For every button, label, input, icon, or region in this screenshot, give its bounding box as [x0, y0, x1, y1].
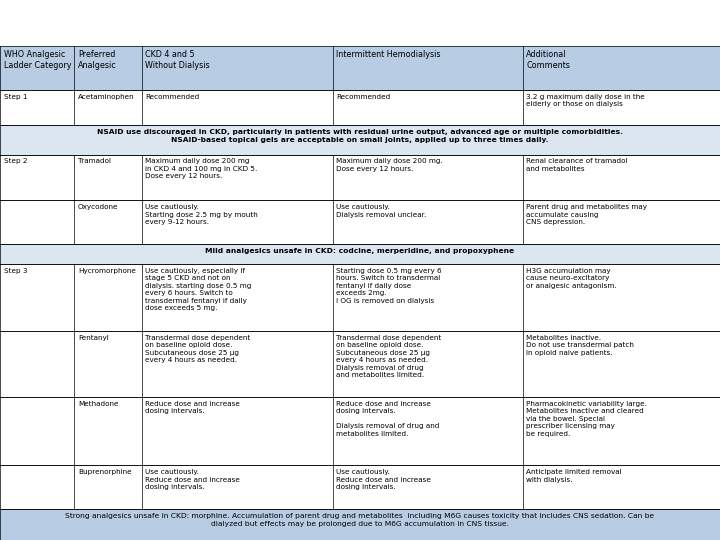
Text: Maximum daily dose 200 mg.
Dose every 12 hours.: Maximum daily dose 200 mg. Dose every 12…: [336, 158, 443, 172]
Text: Acetaminophen: Acetaminophen: [78, 93, 135, 100]
Text: Step 2: Step 2: [4, 158, 27, 164]
Text: Mild analgesics unsafe in CKD: codcine, merperidine, and propoxyphene: Mild analgesics unsafe in CKD: codcine, …: [205, 248, 515, 254]
Text: Tramadol: Tramadol: [78, 158, 111, 164]
Text: Pharmacokinetic variability large.
Metabolites inactive and cleared
via the bowe: Pharmacokinetic variability large. Metab…: [526, 401, 647, 437]
Text: Use cautiously.
Starting dose 2.5 mg by mouth
every 9-12 hours.: Use cautiously. Starting dose 2.5 mg by …: [145, 204, 258, 225]
Text: Preferred
Analgesic: Preferred Analgesic: [78, 50, 117, 70]
Bar: [0, 331, 720, 397]
Bar: [0, 264, 720, 331]
Bar: [0, 90, 720, 125]
Text: Oxycodone: Oxycodone: [78, 204, 118, 210]
Text: Use cautiously.
Reduce dose and increase
dosing intervals.: Use cautiously. Reduce dose and increase…: [336, 469, 431, 490]
Text: H3G accumulation may
cause neuro-excitatory
or analgesic antagonism.: H3G accumulation may cause neuro-excitat…: [526, 268, 617, 289]
Bar: [0, 397, 720, 465]
Text: Use cautiously, especially if
stage 5 CKD and not on
dialysis. starting dose 0.5: Use cautiously, especially if stage 5 CK…: [145, 268, 252, 311]
Text: Hycromorphone: Hycromorphone: [78, 268, 135, 274]
Text: NSAID use discouraged in CKD, particularly in patients with residual urine outpu: NSAID use discouraged in CKD, particular…: [97, 129, 623, 143]
Bar: [0, 465, 720, 509]
Text: Maximum daily dose 200 mg
in CKD 4 and 100 mg in CKD 5.
Dose every 12 hours.: Maximum daily dose 200 mg in CKD 4 and 1…: [145, 158, 258, 179]
Bar: [0, 125, 720, 154]
Text: Parent drug and metabolites may
accumulate causing
CNS depression.: Parent drug and metabolites may accumula…: [526, 204, 647, 225]
Text: Reduce dose and increase
dosing intervals.

Dialysis removal of drug and
metabol: Reduce dose and increase dosing interval…: [336, 401, 440, 437]
Text: 3.2 g maximum daily dose in the
elderly or those on dialysis: 3.2 g maximum daily dose in the elderly …: [526, 93, 645, 107]
Text: Renal clearance of tramadol
and metabolites: Renal clearance of tramadol and metaboli…: [526, 158, 628, 172]
Text: WHO Analgesic
Ladder Category: WHO Analgesic Ladder Category: [4, 50, 71, 70]
Text: Recommended: Recommended: [145, 93, 199, 100]
Text: CKD 4 and 5
Without Dialysis: CKD 4 and 5 Without Dialysis: [145, 50, 210, 70]
Text: Methadone: Methadone: [78, 401, 118, 407]
Text: Strong analgesics unsafe in CKD: morphine. Accumulation of parent drug and metab: Strong analgesics unsafe in CKD: morphin…: [66, 513, 654, 526]
Text: Step 1: Step 1: [4, 93, 27, 100]
Text: Use cautiously.
Reduce dose and increase
dosing intervals.: Use cautiously. Reduce dose and increase…: [145, 469, 240, 490]
Bar: [0, 154, 720, 200]
Text: Reduce dose and increase
dosing intervals.: Reduce dose and increase dosing interval…: [145, 401, 240, 414]
Text: Anticipate limited removal
with dialysis.: Anticipate limited removal with dialysis…: [526, 469, 622, 483]
Bar: [0, 46, 720, 90]
Text: Fentanyl: Fentanyl: [78, 335, 109, 341]
Text: Starting dose 0.5 mg every 6
hours. Switch to transdermal
fentanyl if daily dose: Starting dose 0.5 mg every 6 hours. Swit…: [336, 268, 442, 303]
Text: Use cautiously.
Dialysis removal unclear.: Use cautiously. Dialysis removal unclear…: [336, 204, 426, 218]
Bar: [0, 509, 720, 540]
Text: Transdermal dose dependent
on baseline opioid dose.
Subcutaneous dose 25 μg
ever: Transdermal dose dependent on baseline o…: [145, 335, 251, 363]
Text: Recommended: Recommended: [336, 93, 390, 100]
Text: Intermittent Hemodialysis: Intermittent Hemodialysis: [336, 50, 441, 59]
Bar: [0, 245, 720, 264]
Text: Buprenorphine: Buprenorphine: [78, 469, 131, 475]
Text: Step 3: Step 3: [4, 268, 27, 274]
Bar: [0, 200, 720, 245]
Text: Transdermal dose dependent
on baseline opioid dose.
Subcutaneous dose 25 μg
ever: Transdermal dose dependent on baseline o…: [336, 335, 441, 379]
Text: Metabolites inactive.
Do not use transdermal patch
in opioid naive patients.: Metabolites inactive. Do not use transde…: [526, 335, 634, 356]
Text: Additional
Comments: Additional Comments: [526, 50, 570, 70]
